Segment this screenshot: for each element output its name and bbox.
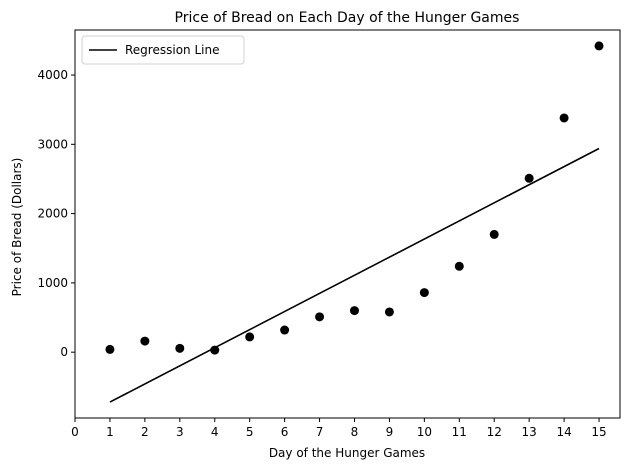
x-axis-ticks: 0 1 2 3 4 5 6 7 8 9 10 11 12 13 14 15 (71, 418, 607, 439)
x-tick-label: 2 (141, 425, 149, 439)
axes-frame (74, 29, 621, 419)
x-axis-label: Day of the Hunger Games (269, 446, 425, 460)
x-tick-label: 11 (452, 425, 467, 439)
scatter-point (210, 345, 220, 355)
y-tick-label: 4000 (37, 68, 68, 82)
x-tick-label: 10 (417, 425, 432, 439)
scatter-point (559, 113, 569, 123)
scatter-point (524, 173, 534, 183)
x-tick-label: 3 (176, 425, 184, 439)
y-tick-label: 0 (60, 345, 68, 359)
legend-box (81, 35, 245, 65)
x-tick-label: 9 (386, 425, 394, 439)
plot-area (105, 41, 604, 403)
x-tick-label: 0 (71, 425, 79, 439)
legend: Regression Line (81, 35, 245, 65)
x-tick-label: 1 (106, 425, 114, 439)
scatter-point (384, 307, 394, 317)
x-tick-label: 7 (316, 425, 324, 439)
scatter-point (105, 344, 115, 354)
x-tick-label: 13 (522, 425, 537, 439)
chart-title: Price of Bread on Each Day of the Hunger… (175, 10, 520, 26)
x-tick-label: 12 (487, 425, 502, 439)
scatter-point (454, 261, 464, 271)
y-tick-label: 1000 (37, 276, 68, 290)
y-axis-ticks: 0 1000 2000 3000 4000 (37, 68, 75, 359)
x-tick-label: 8 (351, 425, 359, 439)
scatter-point (315, 312, 325, 322)
scatter-point (175, 343, 185, 353)
scatter-point (280, 325, 290, 335)
x-tick-label: 15 (591, 425, 606, 439)
scatter-point (489, 229, 499, 239)
scatter-point (594, 41, 604, 51)
x-tick-label: 4 (211, 425, 219, 439)
scatter-point (349, 306, 359, 316)
scatter-point (140, 336, 150, 346)
y-tick-label: 3000 (37, 137, 68, 151)
x-tick-label: 5 (246, 425, 254, 439)
x-tick-label: 6 (281, 425, 289, 439)
regression-line (109, 147, 600, 403)
legend-entry-regression-line: Regression Line (125, 43, 219, 57)
y-tick-label: 2000 (37, 207, 68, 221)
x-tick-label: 14 (556, 425, 571, 439)
scatter-point (245, 332, 255, 342)
scatter-point (419, 288, 429, 298)
y-axis-label: Price of Bread (Dollars) (10, 158, 24, 297)
